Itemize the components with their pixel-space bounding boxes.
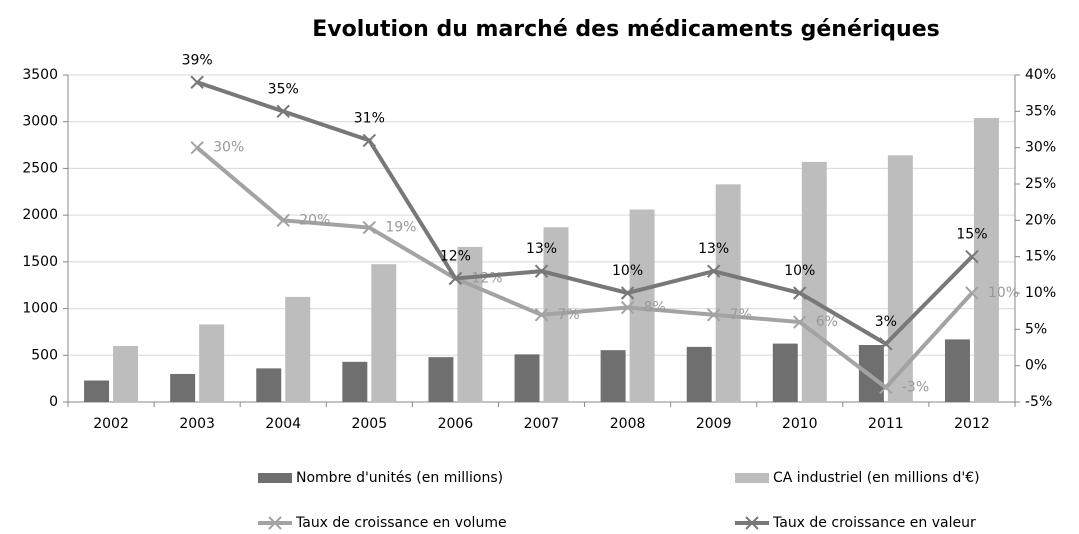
bar xyxy=(113,345,139,402)
bar xyxy=(285,296,311,402)
marker xyxy=(448,271,463,286)
y-tick-label: 1000 xyxy=(22,301,58,317)
x-tick-label: 2010 xyxy=(782,416,818,432)
bar xyxy=(199,324,225,402)
y2-tick-label: -5% xyxy=(1025,394,1052,410)
marker xyxy=(965,286,979,300)
bar xyxy=(629,209,655,402)
data-label: 10% xyxy=(612,263,643,279)
y2-tick-label: 0% xyxy=(1025,358,1047,374)
bar xyxy=(772,343,798,402)
data-label: 19% xyxy=(385,220,416,236)
x-tick-label: 2011 xyxy=(868,416,904,432)
marker xyxy=(620,286,635,300)
bar xyxy=(170,373,196,402)
data-label: 15% xyxy=(956,227,987,243)
y-tick-label: 2000 xyxy=(22,207,58,223)
y-tick-label: 3500 xyxy=(22,67,58,83)
data-label: 7% xyxy=(558,307,580,323)
y2-tick-label: 15% xyxy=(1025,249,1056,265)
marker xyxy=(879,337,893,351)
x-tick-label: 2008 xyxy=(610,416,646,432)
bar xyxy=(84,380,110,402)
legend-label: CA industriel (en millions d'€) xyxy=(773,470,980,486)
x-tick-label: 2002 xyxy=(93,416,129,432)
data-label: 3% xyxy=(875,314,897,330)
marker xyxy=(362,133,377,148)
y2-tick-label: 5% xyxy=(1025,321,1047,337)
marker xyxy=(362,220,377,235)
y-tick-label: 500 xyxy=(31,347,58,363)
x-tick-label: 2006 xyxy=(438,416,474,432)
x-tick-label: 2012 xyxy=(954,416,990,432)
data-label: 13% xyxy=(526,241,557,257)
x-tick-label: 2003 xyxy=(179,416,215,432)
marker xyxy=(706,308,721,322)
data-label: 30% xyxy=(213,140,244,156)
data-label: 8% xyxy=(644,300,666,316)
bar xyxy=(944,339,970,402)
data-label: 20% xyxy=(299,212,330,228)
y-tick-label: 2500 xyxy=(22,160,58,176)
bar xyxy=(371,264,397,402)
data-label: 6% xyxy=(816,314,838,330)
data-label: 13% xyxy=(698,241,729,257)
marker xyxy=(190,75,204,89)
bar xyxy=(973,117,999,402)
data-label: 7% xyxy=(730,307,752,323)
y2-tick-label: 25% xyxy=(1025,176,1056,192)
line xyxy=(196,80,974,347)
bar xyxy=(342,361,368,402)
data-label: 31% xyxy=(354,110,385,126)
legend-label: Taux de croissance en volume xyxy=(295,515,507,531)
legend-marker xyxy=(268,516,282,530)
y2-tick-label: 30% xyxy=(1025,140,1056,156)
bar xyxy=(686,346,712,402)
x-tick-label: 2004 xyxy=(265,416,301,432)
bar xyxy=(801,161,827,402)
legend-swatch xyxy=(258,473,292,483)
bar xyxy=(600,350,626,402)
marker xyxy=(965,249,979,264)
legend-marker xyxy=(745,516,759,530)
marker xyxy=(793,315,807,329)
data-label: 10% xyxy=(784,263,815,279)
data-label: -3% xyxy=(902,379,929,395)
bar xyxy=(428,357,454,402)
marker xyxy=(793,286,807,300)
bar xyxy=(514,354,540,402)
chart-title: Evolution du marché des médicaments géné… xyxy=(312,17,939,42)
marker xyxy=(879,380,893,395)
marker xyxy=(706,264,721,278)
data-label: 12% xyxy=(440,248,471,264)
y2-tick-label: 10% xyxy=(1025,285,1056,301)
data-label: 10% xyxy=(988,285,1019,301)
marker xyxy=(190,140,204,155)
bar xyxy=(887,155,913,402)
x-tick-label: 2009 xyxy=(696,416,732,432)
marker xyxy=(534,264,549,278)
data-label: 35% xyxy=(268,81,299,97)
line xyxy=(195,146,974,391)
bar xyxy=(256,368,282,402)
x-tick-label: 2007 xyxy=(524,416,560,432)
y-tick-label: 0 xyxy=(49,394,58,410)
legend-label: Taux de croissance en valeur xyxy=(772,515,976,531)
data-label: 39% xyxy=(182,52,213,68)
y-tick-label: 1500 xyxy=(22,254,58,270)
marker xyxy=(620,300,635,315)
marker xyxy=(534,308,549,322)
legend-swatch xyxy=(735,473,769,483)
x-tick-label: 2005 xyxy=(351,416,387,432)
legend-label: Nombre d'unités (en millions) xyxy=(296,470,503,486)
marker xyxy=(276,213,290,228)
y-tick-label: 3000 xyxy=(22,114,58,130)
marker xyxy=(276,104,290,119)
y2-tick-label: 20% xyxy=(1025,212,1056,228)
y2-tick-label: 35% xyxy=(1025,103,1056,119)
y2-tick-label: 40% xyxy=(1025,67,1056,83)
bar xyxy=(715,184,741,402)
